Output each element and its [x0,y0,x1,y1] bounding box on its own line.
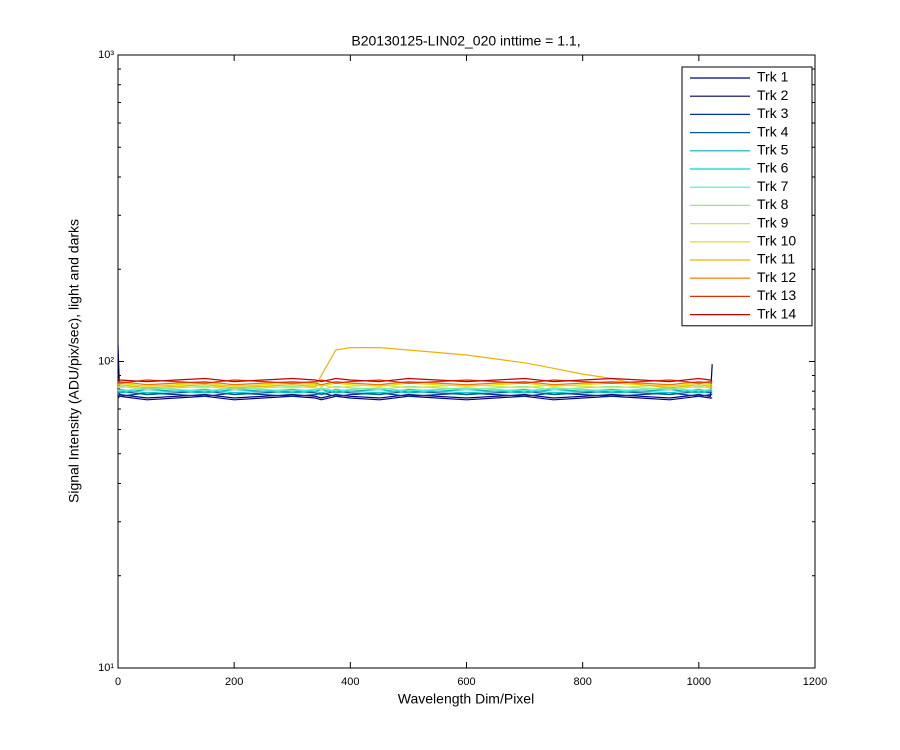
legend-box [681,66,813,327]
series-line [117,384,713,389]
series-line [117,382,713,387]
y-tick-label: 10² [98,355,114,367]
legend-label: Trk 12 [757,269,796,285]
series-line [117,379,713,384]
x-tick-label: 1200 [803,676,827,688]
x-tick-label: 200 [225,676,243,688]
series-line [117,395,713,401]
x-tick-label: 400 [341,676,359,688]
x-tick-label: 800 [573,676,591,688]
legend-label: Trk 4 [757,123,789,139]
legend: Trk 1 Trk 2 Trk 3 Trk 4 Trk 5 Trk 6 Trk 7 Trk 8… [681,66,813,327]
y-tick-label: 10¹ [98,662,114,674]
series-line [117,347,713,389]
legend-label: Trk 10 [757,233,796,249]
legend-label: Trk 7 [757,178,789,194]
series-line [117,392,713,397]
legend-label: Trk 14 [757,305,796,321]
x-tick-label: 0 [115,676,121,688]
series-line [117,387,713,392]
x-tick-label: 1000 [687,676,711,688]
legend-label: Trk 13 [757,287,796,303]
legend-label: Trk 5 [757,142,789,158]
x-tick-label: 600 [457,676,475,688]
y-axis-label: Signal Intensity (ADU/pix/sec), light an… [66,219,82,503]
chart-title: B20130125-LIN02_020 inttime = 1.1, [351,33,580,49]
y-tick-label: 10³ [98,49,114,61]
legend-label: Trk 6 [757,160,789,176]
x-axis-label: Wavelength Dim/Pixel [398,691,534,707]
legend-label: Trk 2 [757,87,789,103]
legend-label: Trk 1 [757,69,789,85]
legend-label: Trk 3 [757,105,789,121]
legend-label: Trk 8 [757,196,789,212]
legend-label: Trk 9 [757,214,789,230]
legend-label: Trk 11 [757,251,795,267]
series-line [117,377,713,383]
